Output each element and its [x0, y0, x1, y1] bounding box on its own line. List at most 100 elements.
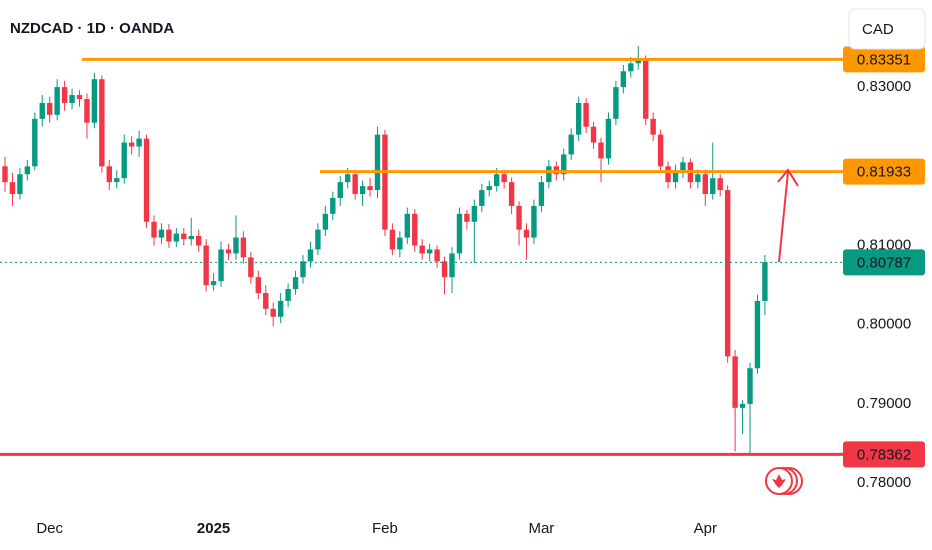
candle-body — [99, 79, 105, 167]
candle-body — [389, 229, 396, 250]
candle-body — [538, 182, 545, 206]
candle-body — [523, 229, 530, 238]
candle-body — [263, 293, 269, 309]
candle-body — [240, 237, 247, 258]
candle-body — [136, 138, 142, 147]
price-label-box — [843, 249, 925, 276]
candle-body — [754, 300, 761, 369]
price-label: 0.78362 — [857, 446, 911, 463]
candle-body — [292, 277, 299, 290]
candle-body — [672, 170, 679, 183]
candle-body — [151, 221, 157, 238]
x-tick-label: Mar — [528, 520, 554, 537]
event-flag — [765, 467, 803, 495]
candle-body — [285, 289, 291, 301]
candle-body — [345, 174, 351, 183]
candle-body — [561, 154, 567, 175]
candle-body — [635, 59, 641, 64]
candle-body — [762, 262, 768, 301]
candle-body — [486, 186, 492, 191]
currency-box[interactable] — [848, 8, 926, 50]
x-tick-label: Feb — [372, 520, 398, 537]
candle-body — [583, 102, 589, 127]
y-tick-label: 0.79000 — [857, 395, 911, 412]
candle-body — [702, 174, 708, 195]
candle-body — [173, 233, 180, 242]
candle-body — [337, 182, 343, 198]
candle-body — [508, 182, 515, 206]
candle-body — [121, 142, 127, 179]
x-tick-label: Dec — [36, 520, 63, 537]
candle-body — [598, 142, 604, 159]
candle-body — [479, 190, 485, 206]
candle-body — [91, 79, 98, 123]
candle-body — [650, 118, 656, 135]
candle-body — [397, 237, 403, 250]
candle-body — [181, 233, 187, 240]
candle-body — [613, 87, 619, 119]
y-tick-label: 0.80000 — [857, 316, 911, 333]
candle-body — [17, 174, 23, 195]
candle-body — [106, 166, 112, 183]
currency[interactable]: CAD — [862, 21, 894, 38]
candle-body — [76, 95, 83, 99]
candle-body — [620, 71, 627, 88]
candle-body — [590, 126, 597, 143]
candle-body — [464, 213, 470, 222]
candle-body — [188, 235, 194, 240]
candle-body — [24, 166, 31, 175]
candle-body — [322, 213, 329, 230]
candle-body — [471, 205, 478, 222]
candle-body — [747, 368, 753, 404]
candle-body — [32, 118, 38, 167]
candle-body — [739, 403, 746, 408]
candle-body — [568, 134, 574, 155]
candle-body — [248, 257, 254, 278]
y-tick-label: 0.81000 — [857, 236, 911, 253]
price-label: 0.81933 — [857, 164, 911, 181]
candle-body — [382, 134, 388, 230]
candle-body — [494, 174, 500, 187]
candle-body — [84, 98, 90, 123]
candle-body — [307, 249, 314, 262]
candle-body — [732, 356, 738, 408]
candle-body — [2, 166, 8, 183]
candle-body — [114, 178, 120, 183]
price-label-box — [843, 46, 925, 73]
price-label-box — [843, 441, 925, 468]
arrow-annotation — [777, 168, 799, 263]
candle-body — [434, 249, 440, 262]
candle-body — [665, 166, 671, 183]
candle-body — [605, 118, 612, 159]
y-tick-label: 0.78000 — [857, 474, 911, 491]
candle-body — [270, 308, 276, 317]
candle-body — [300, 261, 306, 278]
price-label-box — [843, 158, 925, 185]
candle-body — [359, 186, 366, 195]
candle-body — [54, 87, 60, 115]
candle-body — [143, 138, 150, 222]
candle-body — [426, 249, 433, 254]
candle-body — [412, 213, 418, 246]
candle-body — [39, 102, 45, 119]
price-label: 0.83351 — [857, 51, 911, 68]
candle-body — [69, 95, 75, 103]
candle-body — [628, 63, 634, 72]
candle-body — [419, 245, 425, 254]
price-axis: 0.78000 0.79000 0.80000 0.81000 0.83000 Dec 20… — [36, 46, 925, 537]
plot-area — [0, 45, 843, 456]
candle-body — [330, 197, 336, 214]
candle-body — [404, 213, 410, 238]
candle-body — [196, 235, 202, 246]
candle-body — [158, 229, 165, 238]
candle-body — [218, 249, 224, 282]
candle-body — [210, 281, 217, 286]
candle-body — [717, 178, 723, 191]
candle-body — [449, 253, 455, 278]
chart-title: NZDCAD · 1D · OANDA — [10, 20, 174, 37]
candle-body — [441, 261, 448, 278]
candle-body — [47, 102, 53, 115]
y-tick-label: 0.83000 — [857, 78, 911, 95]
